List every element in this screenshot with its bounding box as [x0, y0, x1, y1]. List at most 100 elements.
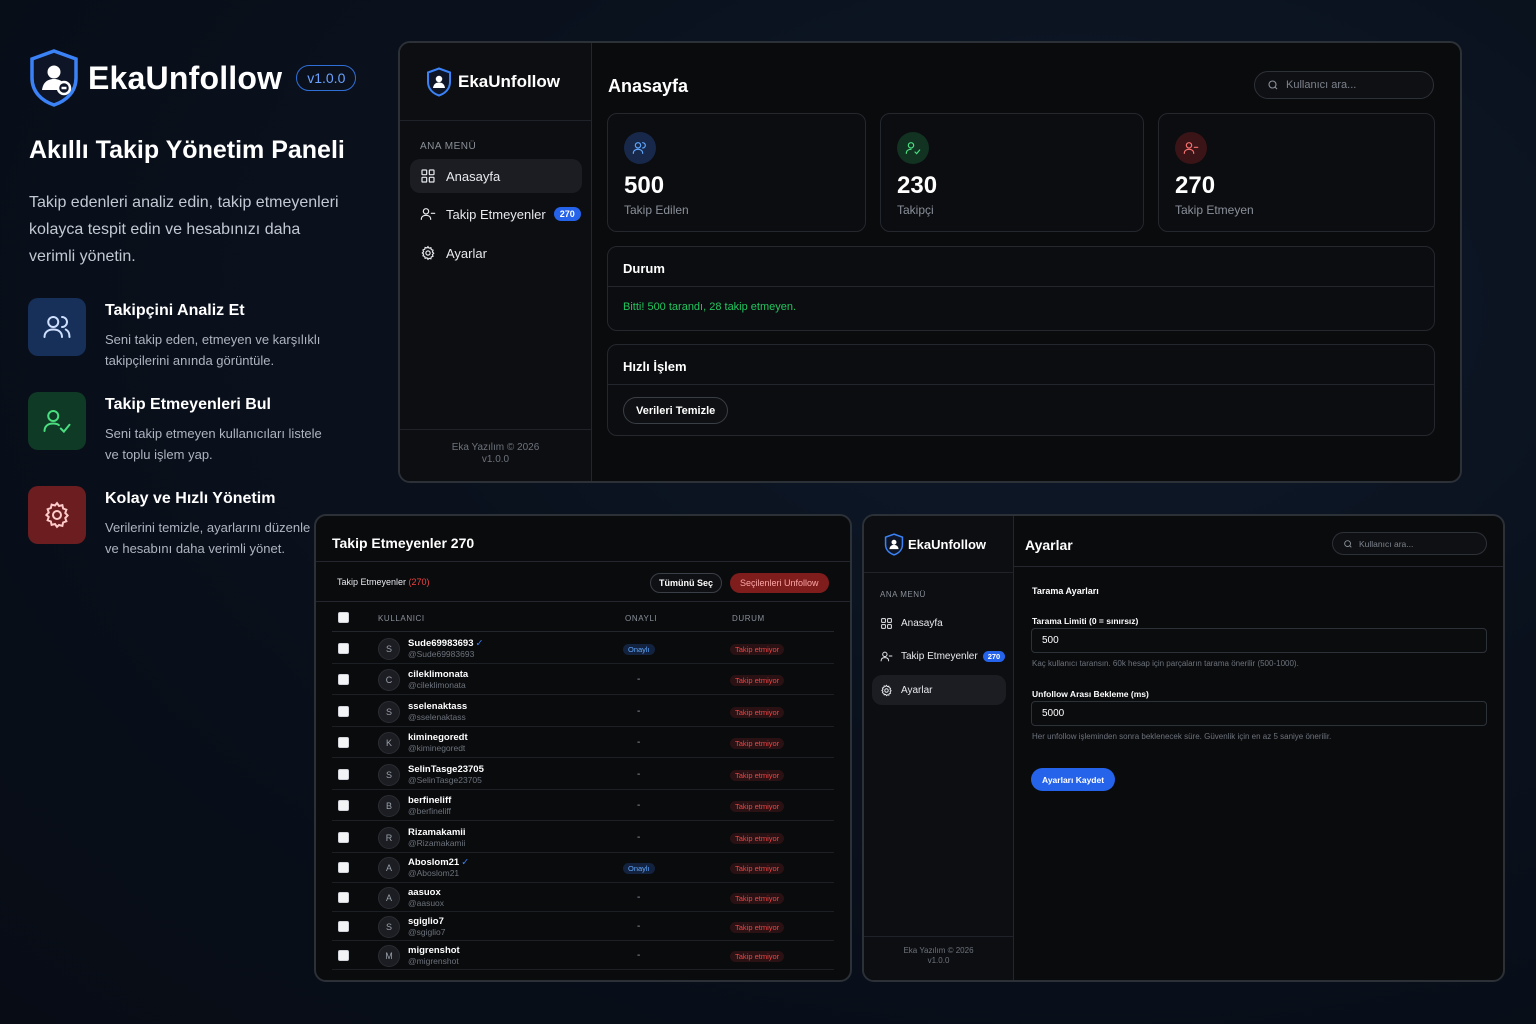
sidebar-item-ayarlar[interactable]: Ayarlar [872, 675, 1006, 705]
footer-version: v1.0.0 [927, 956, 950, 965]
status-badge: Takip etmiyor [730, 951, 785, 962]
shield-user-icon [427, 66, 451, 97]
sidebar-item-anasayfa[interactable]: Anasayfa [872, 608, 1006, 638]
save-settings-button[interactable]: Ayarları Kaydet [1031, 768, 1116, 791]
footer-copyright: Eka Yazılım © 2026 [451, 442, 540, 453]
quick-actions-title: Hızlı İşlem [608, 345, 1434, 385]
feature-title: Kolay ve Hızlı Yönetim [105, 490, 276, 507]
footer-version: v1.0.0 [481, 454, 510, 465]
feature-text: Verilerini temizle, ayarlarını düzenle v… [105, 520, 311, 556]
verified-empty: - [637, 800, 641, 811]
search-placeholder: Kullanıcı ara... [1286, 79, 1357, 91]
user-handle: @Sude69983693 [408, 649, 475, 659]
wait-label: Unfollow Arası Bekleme (ms) [1032, 689, 1149, 699]
username[interactable]: aasuox [408, 887, 441, 898]
sidebar-item-ayarlar[interactable]: Ayarlar [410, 236, 582, 270]
status-title: Durum [608, 247, 1434, 287]
status-card: Durum Bitti! 500 tarandı, 28 takip etmey… [607, 246, 1435, 331]
row-checkbox[interactable] [338, 832, 349, 843]
user-handle: @kiminegoredt [408, 743, 466, 753]
row-checkbox[interactable] [338, 950, 349, 961]
sidebar: EkaUnfollow ANA MENÜ Anasayfa Takip Etme… [864, 516, 1014, 980]
sidebar-item-label: Anasayfa [901, 617, 943, 629]
verified-empty: - [637, 921, 641, 932]
select-all-checkbox[interactable] [338, 612, 349, 623]
username[interactable]: SelinTasge23705 [408, 764, 484, 775]
sidebar-item-anasayfa[interactable]: Anasayfa [410, 159, 582, 193]
username[interactable]: Sude69983693 ✓ [408, 638, 483, 649]
row-checkbox[interactable] [338, 737, 349, 748]
table-row[interactable]: S SelinTasge23705 @SelinTasge23705 - Takip e… [332, 759, 834, 790]
avatar: S [378, 764, 400, 786]
clear-data-button[interactable]: Verileri Temizle [623, 397, 729, 424]
stat-value: 500 [624, 172, 665, 199]
user-handle: @SelinTasge23705 [408, 775, 482, 785]
table-row[interactable]: S Sude69983693 ✓ @Sude69983693 Onaylı Takip e… [332, 633, 834, 664]
row-checkbox[interactable] [338, 674, 349, 685]
gear-icon [881, 684, 892, 696]
table-row[interactable]: R Rizamakamii @Rizamakamii - Takip etmiyor [332, 822, 834, 853]
users-icon [28, 298, 86, 356]
avatar: R [378, 827, 400, 849]
verified-empty: - [637, 892, 641, 903]
scan-limit-label: Tarama Limiti (0 = sınırsız) [1032, 616, 1139, 626]
username[interactable]: cileklimonata [408, 669, 468, 680]
row-checkbox[interactable] [338, 800, 349, 811]
username[interactable]: kiminegoredt [408, 732, 468, 743]
row-checkbox[interactable] [338, 862, 349, 873]
status-badge: Takip etmiyor [730, 922, 785, 933]
unfollow-selected-button[interactable]: Seçilenleri Unfollow [730, 573, 829, 593]
user-handle: @sselenaktass [408, 712, 466, 722]
user-handle: @aasuox [408, 898, 445, 908]
sidebar-item-takip-etmeyenler[interactable]: Takip Etmeyenler 270 [872, 641, 1006, 671]
username[interactable]: Rizamakamii [408, 827, 466, 838]
sidebar-item-takip-etmeyenler[interactable]: Takip Etmeyenler 270 [410, 197, 582, 231]
verified-badge: Onaylı [623, 644, 655, 655]
status-badge: Takip etmiyor [730, 770, 785, 781]
username[interactable]: berfineliff [408, 795, 451, 806]
stat-label: Takipçi [897, 203, 934, 217]
username[interactable]: sselenaktass [408, 701, 467, 712]
verified-badge: Onaylı [623, 863, 655, 874]
search-input[interactable]: Kullanıcı ara... [1254, 71, 1434, 99]
table-row[interactable]: A Aboslom21 ✓ @Aboslom21 Onaylı Takip etmiyor [332, 853, 834, 883]
grid-icon [421, 169, 435, 183]
footer-copyright: Eka Yazılım © 2026 [903, 946, 974, 955]
scan-limit-input[interactable] [1031, 628, 1487, 653]
count-badge: 270 [553, 207, 581, 221]
sidebar-brand: EkaUnfollow [864, 516, 1013, 573]
feature-find: Takip Etmeyenleri Bul Seni takip etmeyen… [28, 392, 325, 465]
row-checkbox[interactable] [338, 769, 349, 780]
username[interactable]: migrenshot [408, 945, 460, 956]
feature-text: Seni takip etmeyen kullanıcıları listele… [105, 426, 322, 462]
main-content: Anasayfa Kullanıcı ara... 500 Takip Edil… [592, 43, 1460, 481]
feature-analyze: Takipçini Analiz Et Seni takip eden, etm… [28, 298, 325, 371]
row-checkbox[interactable] [338, 921, 349, 932]
username-text: sselenaktass [408, 701, 468, 712]
row-checkbox[interactable] [338, 706, 349, 717]
status-badge: Takip etmiyor [730, 893, 785, 904]
username[interactable]: Aboslom21 ✓ [408, 857, 469, 868]
menu-section-label: ANA MENÜ [880, 590, 926, 599]
row-checkbox[interactable] [338, 643, 349, 654]
sidebar: EkaUnfollow ANA MENÜ Anasayfa Takip Etme… [400, 43, 592, 481]
verified-empty: - [637, 950, 641, 961]
version-badge: v1.0.0 [296, 65, 357, 91]
list-subtitle: Takip Etmeyenler (270) [337, 577, 430, 587]
wait-input[interactable] [1031, 701, 1487, 726]
row-checkbox[interactable] [338, 892, 349, 903]
unfollowers-window: Takip Etmeyenler 270 Takip Etmeyenler (2… [314, 514, 852, 982]
stat-label: Takip Etmeyen [1175, 203, 1254, 217]
search-input[interactable]: Kullanıcı ara... [1332, 532, 1487, 555]
divider [1014, 566, 1503, 567]
select-all-button[interactable]: Tümünü Seç [650, 573, 723, 593]
sidebar-item-label: Takip Etmeyenler [446, 206, 546, 222]
username[interactable]: sgiglio7 [408, 916, 444, 927]
